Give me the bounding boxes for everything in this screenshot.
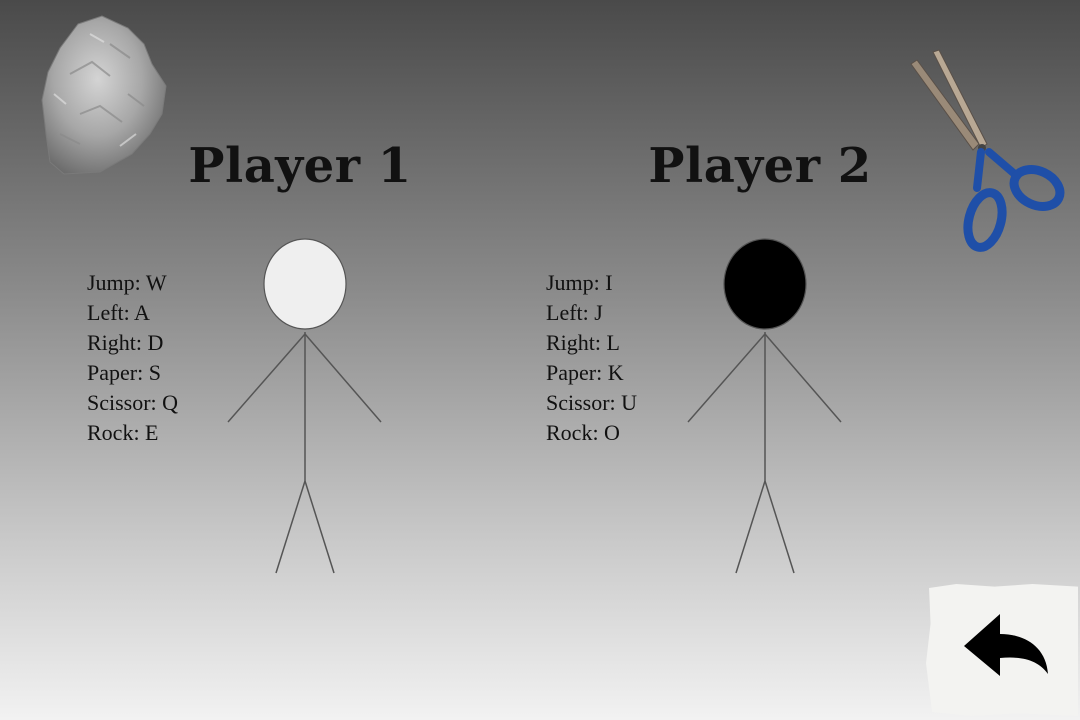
scissors-icon	[910, 49, 1065, 252]
back-button[interactable]	[926, 584, 1078, 716]
control-scissor: Scissor: Q	[87, 390, 179, 415]
control-left: Left: J	[546, 300, 603, 325]
player-1-stick-figure	[227, 238, 382, 574]
player-1-title: Player 1	[188, 138, 412, 194]
player-2-head	[723, 238, 807, 330]
rock-icon	[41, 15, 167, 175]
control-paper: Paper: K	[546, 360, 624, 385]
control-right: Right: D	[87, 330, 164, 355]
player-2-title: Player 2	[648, 138, 872, 194]
back-arrow-icon	[964, 614, 1048, 676]
player-1-body	[227, 332, 382, 574]
player-2-body	[687, 332, 842, 574]
player-1-controls: Jump: W Left: A Right: D Paper: S Scisso…	[87, 268, 178, 448]
player-1-head	[263, 238, 347, 330]
player-2-controls: Jump: I Left: J Right: L Paper: K Scisso…	[546, 268, 637, 448]
control-paper: Paper: S	[87, 360, 161, 385]
control-left: Left: A	[87, 300, 150, 325]
control-rock: Rock: E	[87, 420, 159, 445]
control-jump: Jump: I	[546, 270, 613, 295]
control-jump: Jump: W	[87, 270, 167, 295]
control-rock: Rock: O	[546, 420, 620, 445]
player-2-stick-figure	[687, 238, 842, 574]
control-right: Right: L	[546, 330, 620, 355]
control-scissor: Scissor: U	[546, 390, 638, 415]
